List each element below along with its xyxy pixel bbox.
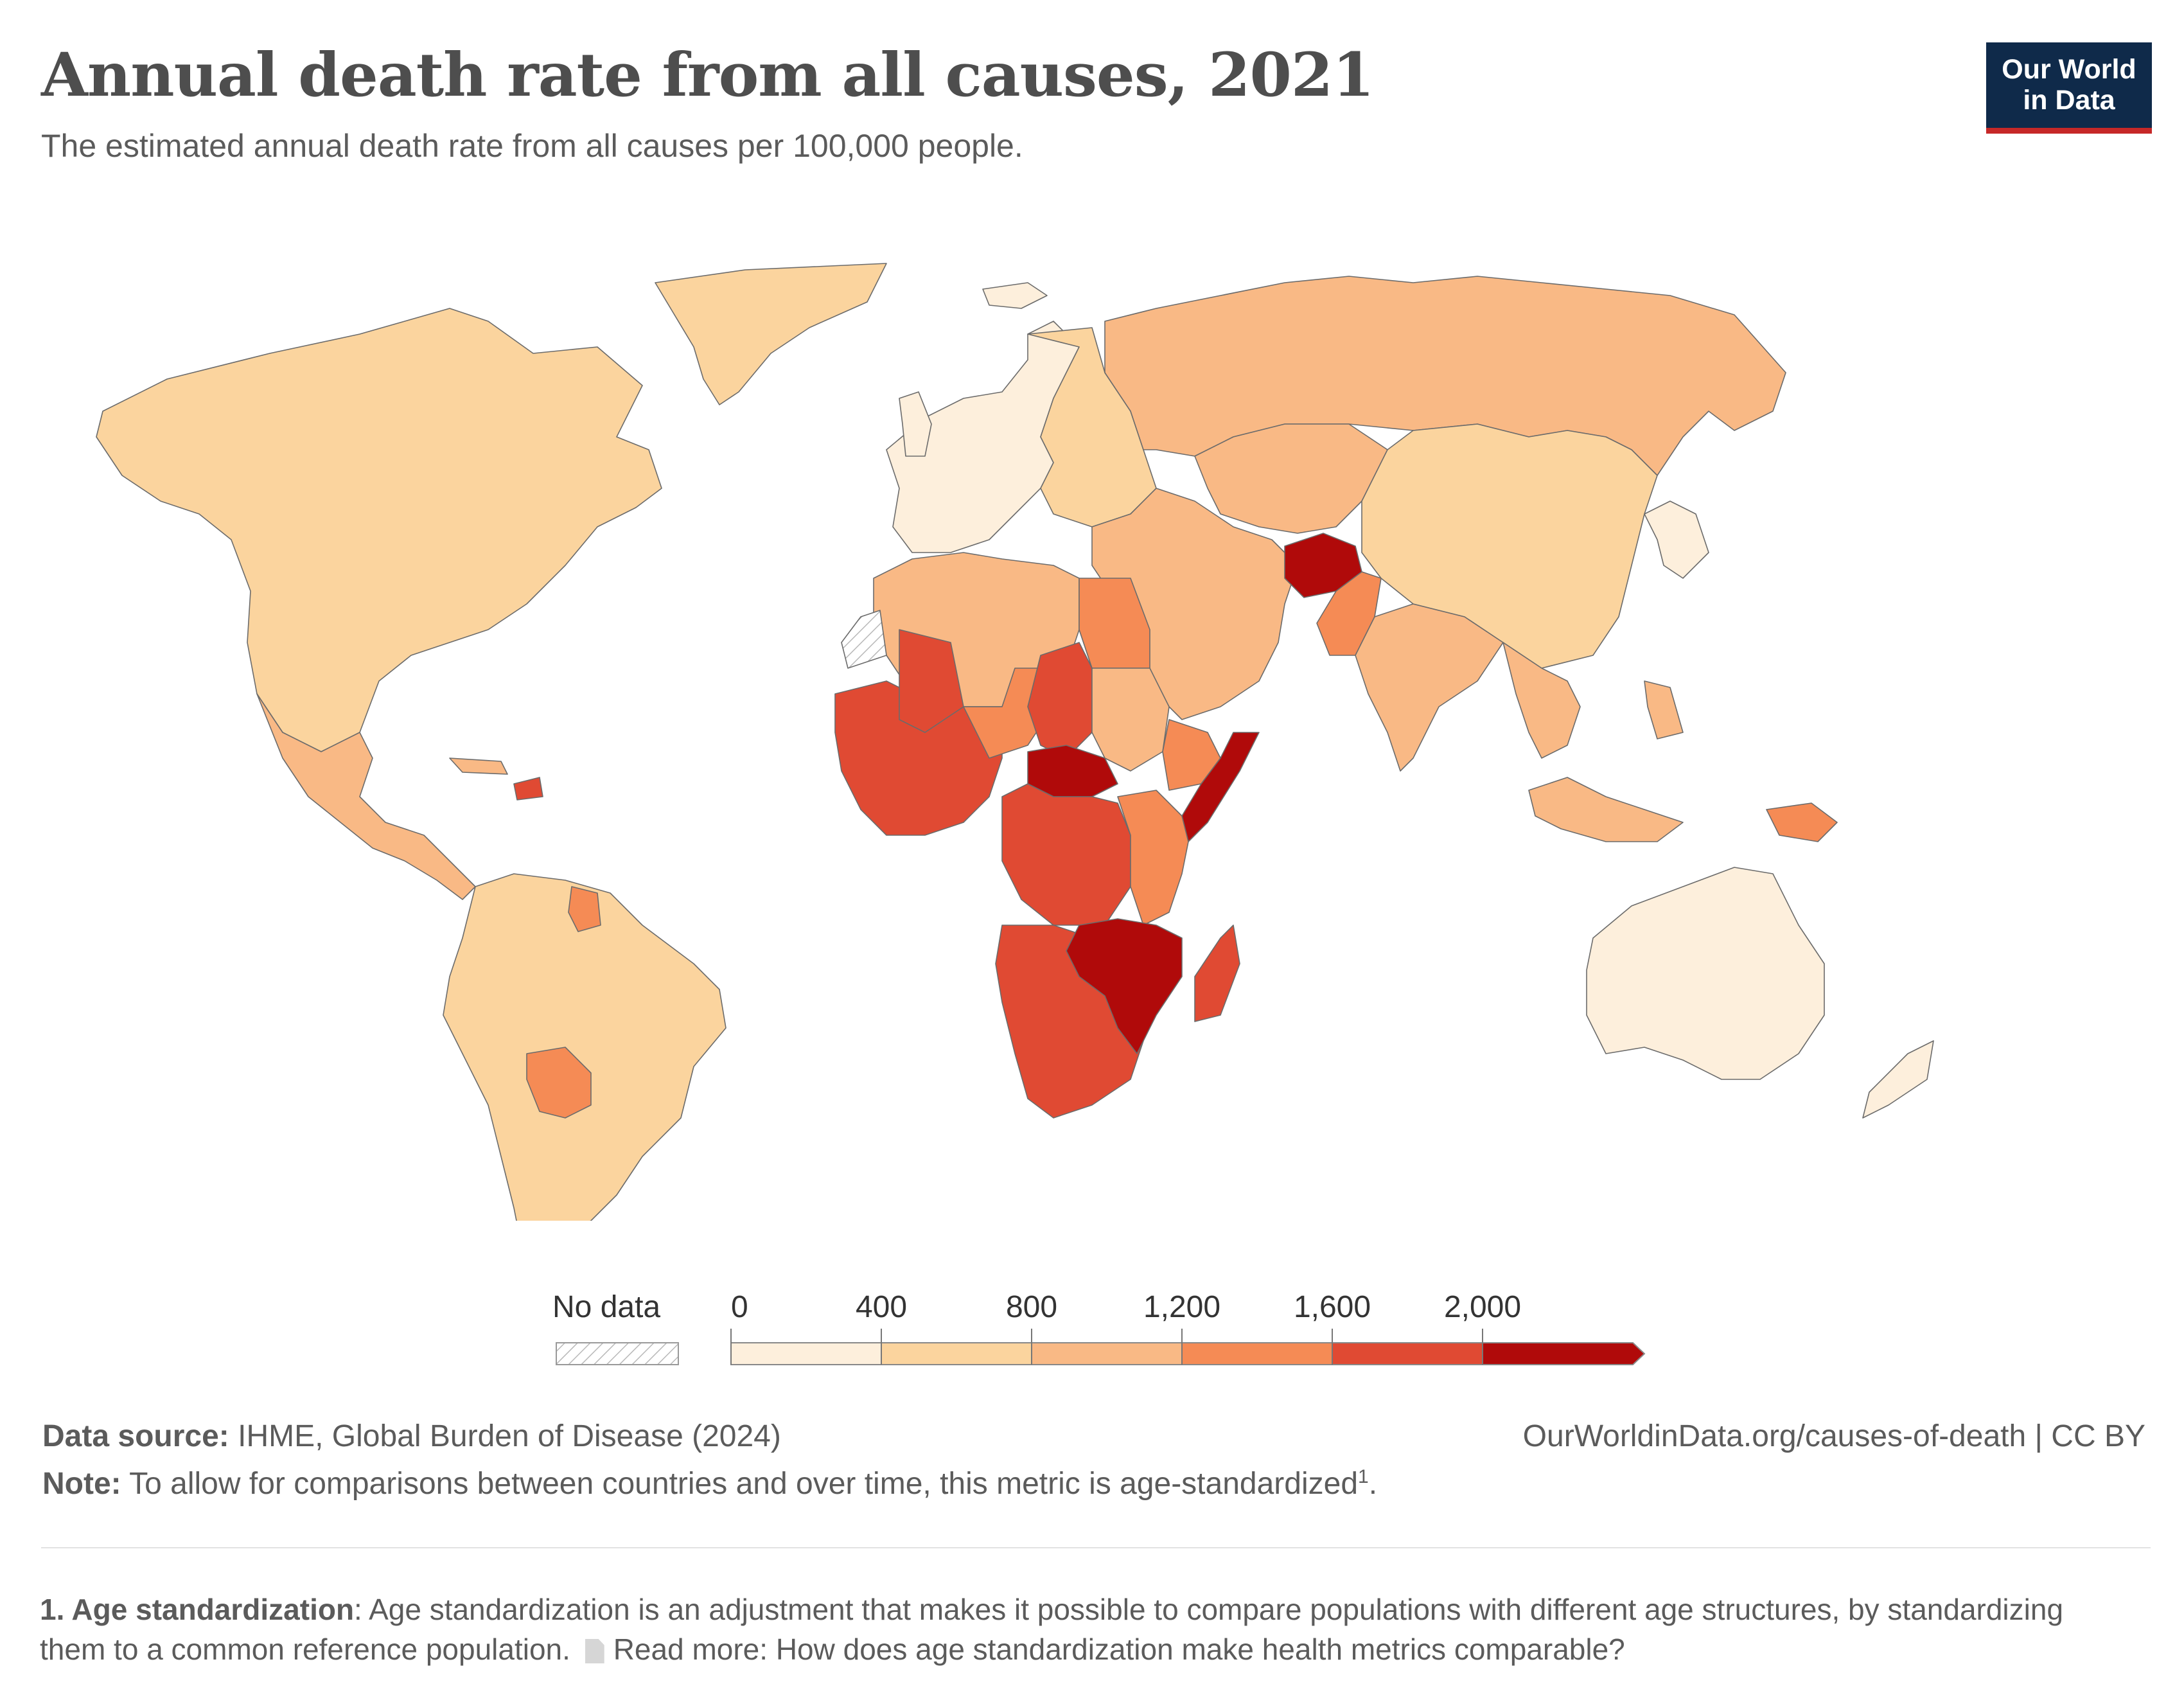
- data-source-label: Data source:: [42, 1419, 229, 1453]
- document-icon: [585, 1639, 604, 1663]
- logo-line-1: Our World: [2002, 54, 2136, 85]
- note-footnote-ref[interactable]: 1: [1358, 1466, 1369, 1487]
- legend-bin-5[interactable]: [1482, 1342, 1646, 1365]
- region-madagascar[interactable]: [1194, 925, 1240, 1022]
- region-new-zealand[interactable]: [1862, 1040, 1934, 1119]
- region-caribbean[interactable]: [449, 757, 508, 775]
- owid-logo[interactable]: Our World in Data: [1986, 42, 2152, 134]
- note-label: Note:: [42, 1467, 121, 1501]
- data-source: Data source: IHME, Global Burden of Dise…: [42, 1419, 781, 1454]
- footnote-label: 1. Age standardization: [40, 1593, 355, 1626]
- region-australia[interactable]: [1586, 867, 1825, 1080]
- region-haiti[interactable]: [513, 777, 543, 801]
- region-indonesia[interactable]: [1528, 777, 1684, 842]
- legend-bin-1[interactable]: [881, 1342, 1032, 1365]
- legend-no-data-swatch[interactable]: [556, 1342, 679, 1365]
- footnote-text: : Age standardization is an adjustment t…: [40, 1593, 2064, 1666]
- note: Note: To allow for comparisons between c…: [42, 1466, 1377, 1501]
- legend-tick-label: 0: [731, 1290, 748, 1324]
- region-western-sahara[interactable]: [841, 610, 887, 669]
- region-south-america[interactable]: [443, 873, 727, 1221]
- region-britain[interactable]: [899, 391, 932, 457]
- region-mexico-central-america[interactable]: [256, 693, 476, 900]
- region-japan-korea[interactable]: [1644, 500, 1709, 579]
- data-source-text[interactable]: IHME, Global Burden of Disease (2024): [238, 1419, 781, 1453]
- legend-tick-label: 400: [856, 1290, 907, 1324]
- legend-tick-label: 800: [1006, 1290, 1057, 1324]
- region-central-africa[interactable]: [1001, 783, 1131, 926]
- legend-bin-3[interactable]: [1181, 1342, 1333, 1365]
- region-india[interactable]: [1355, 603, 1504, 772]
- region-bolivia[interactable]: [526, 1047, 592, 1119]
- region-east-africa[interactable]: [1117, 790, 1189, 926]
- footer-divider: [41, 1547, 2151, 1548]
- region-png[interactable]: [1766, 802, 1838, 842]
- footnote: 1. Age standardization: Age standardizat…: [40, 1589, 2134, 1669]
- legend-tick-label: 1,200: [1143, 1290, 1220, 1324]
- legend-tick-label: 1,600: [1294, 1290, 1371, 1324]
- chart-subtitle: The estimated annual death rate from all…: [41, 128, 1023, 164]
- logo-accent-bar: [1986, 128, 2152, 134]
- note-text: To allow for comparisons between countri…: [129, 1467, 1359, 1501]
- world-map: [96, 263, 1934, 1221]
- region-philippines[interactable]: [1644, 680, 1684, 739]
- region-iceland[interactable]: [982, 282, 1048, 309]
- region-central-asia[interactable]: [1194, 423, 1388, 534]
- region-north-america[interactable]: [96, 308, 662, 752]
- color-legend: No data 0 400 800 1,200 1,600 2,000: [552, 1290, 1646, 1365]
- read-more-link[interactable]: Read more: How does age standardization …: [613, 1633, 1625, 1666]
- region-greenland[interactable]: [655, 263, 887, 405]
- note-end: .: [1368, 1467, 1378, 1501]
- legend-bin-2[interactable]: [1031, 1342, 1183, 1365]
- chart-title: Annual death rate from all causes, 2021: [41, 40, 1375, 111]
- legend-no-data-label: No data: [552, 1290, 660, 1324]
- region-china-mongolia[interactable]: [1361, 423, 1658, 669]
- region-southeast-asia[interactable]: [1502, 642, 1581, 759]
- attribution-link[interactable]: OurWorldinData.org/causes-of-death | CC …: [1522, 1419, 2145, 1453]
- region-sudan[interactable]: [1091, 668, 1170, 772]
- region-zambia-malawi-mozambique[interactable]: [1066, 918, 1183, 1054]
- region-guyana[interactable]: [568, 886, 601, 932]
- legend-tick-label: 2,000: [1444, 1290, 1521, 1324]
- legend-bin-4[interactable]: [1332, 1342, 1483, 1365]
- region-chad[interactable]: [1027, 642, 1093, 759]
- logo-line-2: in Data: [2023, 85, 2115, 116]
- region-mali[interactable]: [899, 629, 964, 733]
- legend-bin-0[interactable]: [730, 1342, 882, 1365]
